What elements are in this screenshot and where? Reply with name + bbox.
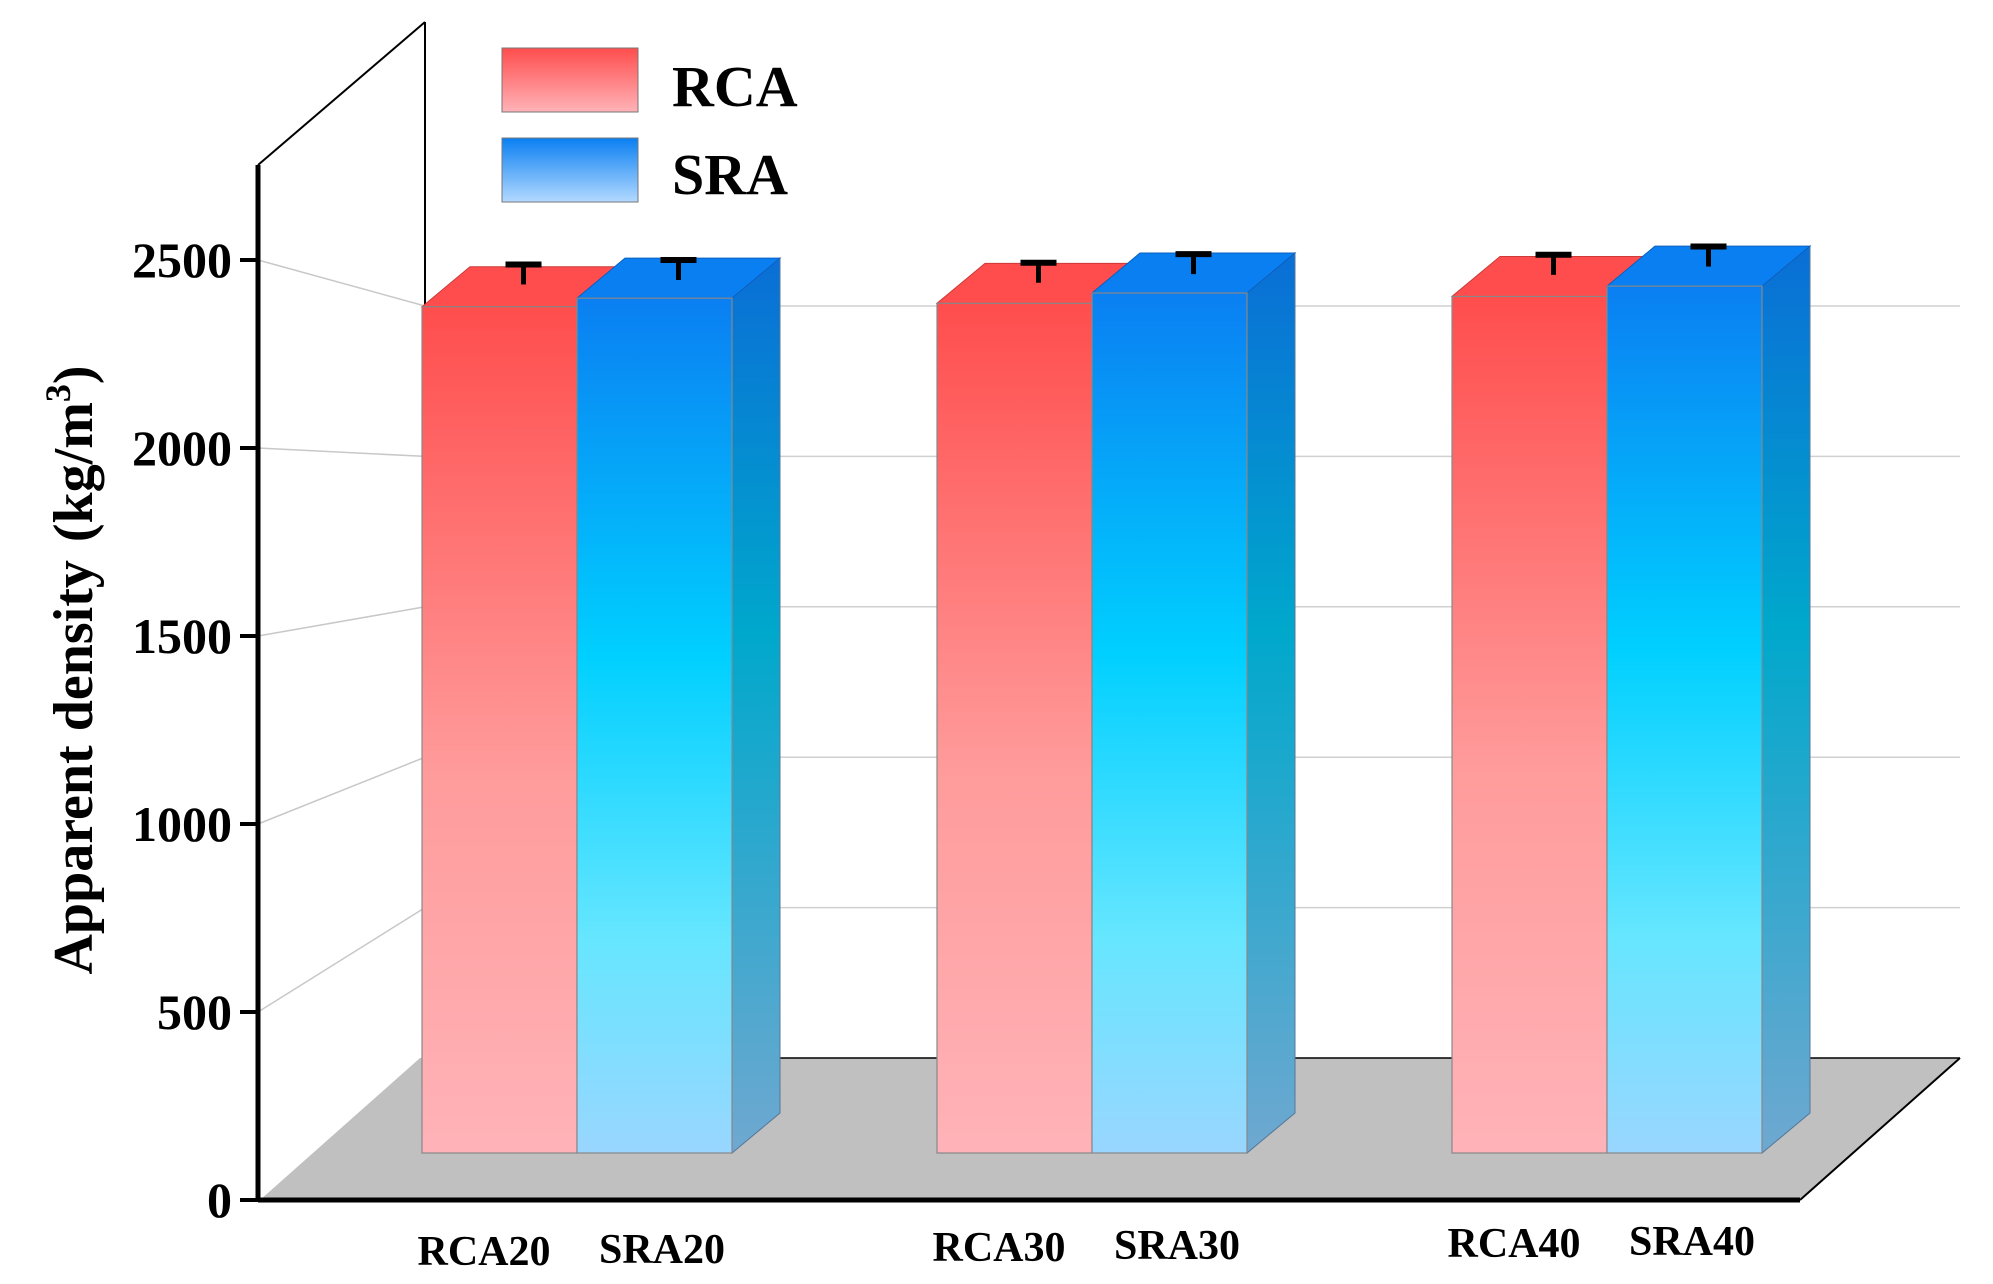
y-tick-label: 2500	[132, 232, 232, 288]
category-label-rca: RCA20	[418, 1229, 551, 1275]
category-label-sra: SRA20	[599, 1227, 725, 1273]
legend-swatch-sra	[501, 137, 639, 203]
gridline-diagonal	[257, 259, 426, 307]
y-ticks: 0 500 1000 1500 2000 2500	[132, 232, 258, 1228]
y-tick-label: 500	[157, 984, 232, 1040]
category-label-sra: SRA40	[1629, 1219, 1755, 1265]
bars	[420, 243, 1812, 1155]
bar-rca-0	[421, 306, 578, 1154]
bar-side-sra-2	[1761, 245, 1811, 1155]
bar-side-sra-1	[1246, 251, 1296, 1155]
top-perspective-edge	[257, 21, 426, 166]
legend: RCA SRA	[501, 47, 798, 207]
bar-rca-2	[1451, 295, 1608, 1154]
bar-rca-1	[936, 302, 1093, 1154]
floor-right-edge	[1799, 1057, 1961, 1201]
category-label-rca: RCA40	[1448, 1221, 1581, 1267]
legend-swatch-rca	[501, 47, 639, 113]
category-labels: RCA20 SRA20 RCA30 SRA30 RCA40 SRA40	[418, 1219, 1756, 1275]
bar-sra-1	[1091, 292, 1248, 1154]
legend-label-rca: RCA	[672, 54, 798, 119]
gridline-diagonal	[257, 447, 426, 458]
y-axis-label: Apparent density(kg/m3)	[38, 365, 105, 974]
bar-sra-0	[576, 297, 733, 1154]
gridline-diagonal	[257, 606, 426, 637]
legend-label-sra: SRA	[672, 142, 788, 207]
bar-sra-2	[1606, 285, 1763, 1154]
bar-side-sra-0	[731, 257, 781, 1155]
y-tick-label: 1500	[132, 608, 232, 664]
y-tick-label: 2000	[132, 420, 232, 476]
category-label-sra: SRA30	[1114, 1223, 1240, 1269]
gridline-diagonal	[257, 906, 426, 1013]
y-tick-label: 1000	[132, 796, 232, 852]
category-label-rca: RCA30	[933, 1225, 1066, 1271]
gridline-diagonal	[257, 756, 426, 825]
y-tick-label: 0	[207, 1172, 232, 1228]
